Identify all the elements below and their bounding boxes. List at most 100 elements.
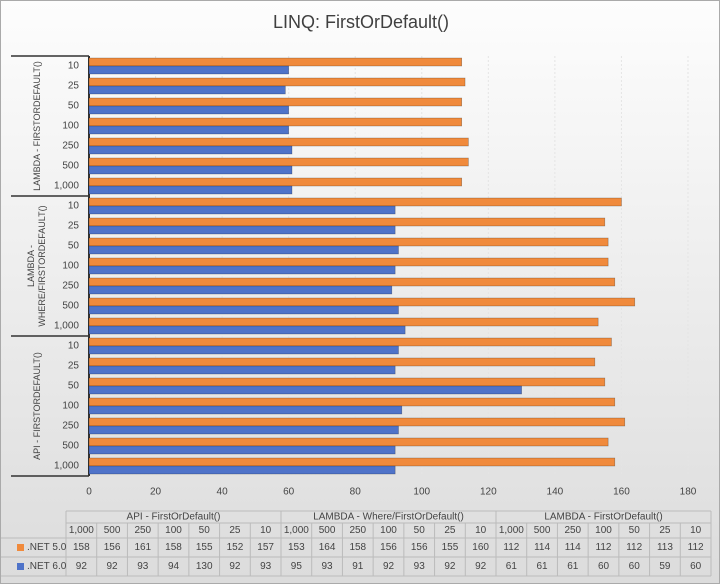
table-value: 112	[596, 542, 612, 553]
table-group-header: LAMBDA - FirstOrDefault()	[544, 512, 662, 523]
table-value: 61	[567, 561, 579, 572]
bar	[88, 245, 399, 255]
bar	[88, 137, 469, 147]
y-tick-label: 500	[62, 441, 79, 452]
y-tick-label: 10	[68, 61, 80, 72]
bar	[88, 365, 396, 375]
bar	[88, 177, 463, 187]
x-tick-label: 140	[547, 487, 564, 498]
table-category: 250	[349, 525, 366, 536]
bar	[88, 357, 596, 367]
x-tick-label: 180	[680, 487, 697, 498]
table-category: 500	[534, 525, 551, 536]
table-category: 50	[629, 525, 641, 536]
y-tick-label: 500	[62, 301, 79, 312]
bar	[88, 237, 609, 247]
x-tick-label: 120	[480, 487, 497, 498]
table-value: 160	[472, 542, 489, 553]
y-tick-label: 250	[62, 421, 79, 432]
bar	[88, 297, 636, 307]
y-tick-label: 25	[68, 221, 80, 232]
bar	[88, 217, 606, 227]
y-tick-label: 25	[68, 81, 80, 92]
bar	[88, 65, 289, 75]
y-tick-label: 1,000	[54, 181, 79, 192]
group-label: LAMBDA - FirstOrDefault()	[31, 61, 42, 191]
y-tick-label: 100	[62, 261, 79, 272]
bar	[88, 145, 293, 155]
table-category: 50	[199, 525, 211, 536]
bar	[88, 125, 289, 135]
table-value: 112	[626, 542, 642, 553]
table-category: 1,000	[284, 525, 309, 536]
legend-label: .NET 5.0	[27, 542, 67, 553]
y-tick-label: 100	[62, 121, 79, 132]
y-tick-label: 250	[62, 281, 79, 292]
x-tick-label: 0	[86, 487, 92, 498]
bar	[88, 265, 396, 275]
bar	[88, 225, 396, 235]
bar	[88, 85, 286, 95]
bar	[88, 457, 616, 467]
table-group-header: API - FirstOrDefault()	[127, 512, 221, 523]
bar	[88, 285, 393, 295]
table-value: 95	[291, 561, 303, 572]
table-value: 61	[506, 561, 518, 572]
bar	[88, 465, 396, 475]
table-value: 158	[73, 542, 90, 553]
bar	[88, 325, 406, 335]
bar	[88, 77, 466, 87]
y-tick-label: 500	[62, 161, 79, 172]
y-tick-label: 50	[68, 381, 80, 392]
table-value: 112	[688, 542, 704, 553]
table-value: 93	[137, 561, 149, 572]
bar	[88, 317, 599, 327]
table-value: 93	[322, 561, 334, 572]
table-value: 161	[134, 542, 151, 553]
table-value: 60	[690, 561, 702, 572]
bar	[88, 385, 522, 395]
table-category: 500	[104, 525, 121, 536]
table-category: 25	[229, 525, 241, 536]
bar	[88, 417, 626, 427]
table-value: 92	[444, 561, 456, 572]
bar	[88, 445, 396, 455]
x-tick-label: 20	[150, 487, 162, 498]
y-tick-label: 10	[68, 201, 80, 212]
chart-title: LINQ: FirstOrDefault()	[273, 12, 449, 32]
table-category: 100	[165, 525, 182, 536]
table-value: 158	[165, 542, 182, 553]
y-tick-label: 10	[68, 341, 80, 352]
bar	[88, 57, 463, 67]
group-label: API - FirstOrDefault()	[31, 352, 42, 460]
table-value: 92	[76, 561, 88, 572]
table-value: 156	[411, 542, 428, 553]
table-value: 155	[442, 542, 459, 553]
table-value: 59	[659, 561, 671, 572]
y-tick-label: 1,000	[54, 321, 79, 332]
x-tick-label: 160	[613, 487, 630, 498]
table-value: 156	[380, 542, 397, 553]
table-value: 157	[257, 542, 274, 553]
y-tick-label: 50	[68, 241, 80, 252]
table-category: 500	[319, 525, 336, 536]
table-value: 153	[288, 542, 305, 553]
table-category: 10	[475, 525, 487, 536]
table-value: 130	[196, 561, 213, 572]
bar	[88, 397, 616, 407]
y-tick-label: 100	[62, 401, 79, 412]
bar	[88, 377, 606, 387]
legend-key	[17, 563, 24, 570]
table-value: 114	[534, 542, 550, 553]
table-value: 113	[657, 542, 673, 553]
table-value: 92	[475, 561, 487, 572]
table-value: 112	[503, 542, 519, 553]
bar	[88, 305, 399, 315]
x-tick-label: 80	[350, 487, 362, 498]
table-value: 94	[168, 561, 180, 572]
bar	[88, 345, 399, 355]
bar	[88, 205, 396, 215]
bar	[88, 405, 403, 415]
table-value: 60	[598, 561, 610, 572]
table-value: 155	[196, 542, 213, 553]
